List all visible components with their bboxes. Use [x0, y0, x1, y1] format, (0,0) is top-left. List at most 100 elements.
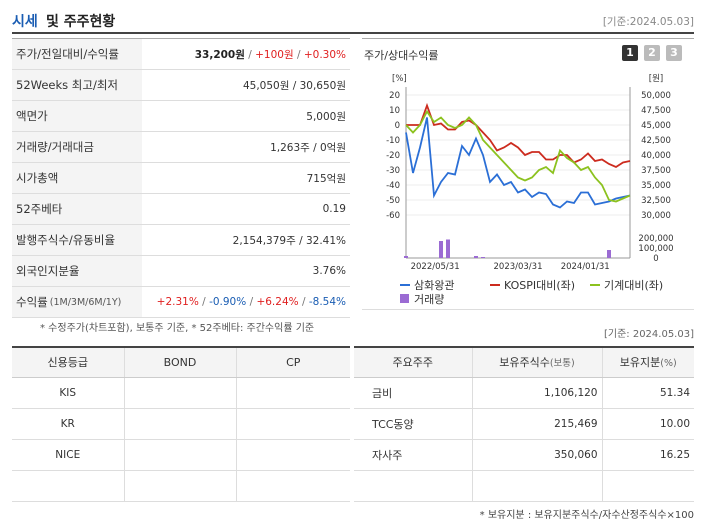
legend-label: 기계대비(좌) [604, 279, 663, 292]
major-holders-table: 주요주주 보유주식수(보통) 보유지분(%) 금비 1,106,120 51.34 … [354, 346, 694, 502]
volume-bar [446, 239, 450, 258]
legend-label: KOSPI대비(좌) [504, 279, 575, 292]
table-row: KIS [12, 377, 350, 409]
stat-value: 1,263주 / 0억원 [270, 141, 346, 154]
col-header: BOND [124, 346, 237, 378]
col-header: 보유주식수(보통) [472, 346, 603, 378]
left-tick-label: -30 [386, 166, 400, 176]
x-tick-label: 2022/05/31 [411, 262, 460, 272]
left-tick-label: -40 [386, 181, 400, 191]
chart-tab-2[interactable]: 2 [644, 45, 660, 61]
chart-tab-1[interactable]: 1 [622, 45, 638, 61]
stat-label: 시가총액 [12, 163, 142, 193]
stat-value: 3.76% [312, 265, 346, 277]
series-line-0 [405, 117, 631, 209]
footnote-stats: * 수정주가(차트포함), 보통주 기준, * 52주베타: 주간수익률 기준 [40, 323, 315, 334]
stat-value: 45,050원 / 30,650원 [242, 79, 346, 92]
col-header: 보유지분(%) [602, 346, 694, 378]
volume-bar [481, 257, 485, 258]
stat-value: 2,154,379주 / 32.41% [232, 234, 346, 247]
stat-value: 0.19 [322, 203, 346, 215]
volume-bar [474, 256, 478, 258]
legend-label: 삼화왕관 [414, 279, 454, 292]
volume-tick-label: 100,000 [638, 244, 673, 254]
col-header: 신용등급 [12, 346, 125, 378]
stat-label: 외국인지분율 [12, 256, 142, 286]
table-row: 자사주 350,060 16.25 [354, 439, 694, 471]
stat-row-beta: 52주베타 0.19 [12, 194, 350, 225]
stat-label: 주가/전일대비/수익률 [12, 39, 142, 69]
x-tick-label: 2023/03/31 [494, 262, 543, 272]
stat-label: 52주베타 [12, 194, 142, 224]
left-tick-label: 20 [389, 91, 400, 101]
stat-value: 33,200원 / +100원 / +0.30% [194, 48, 346, 61]
price-change: +100원 [255, 48, 294, 61]
legend-label: 거래량 [414, 293, 444, 306]
left-unit: [%] [392, 74, 407, 84]
footnote-holders: * 보유지분 : 보유지분주식수/자수산정주식수×100 [479, 510, 694, 521]
chart-tab-3[interactable]: 3 [666, 45, 682, 61]
stat-row-shares: 발행주식수/유동비율 2,154,379주 / 32.41% [12, 225, 350, 256]
left-tick-label: -50 [386, 196, 400, 206]
section-title-main: 시세 [12, 14, 38, 30]
return-1y: -8.54% [308, 296, 346, 308]
stat-row-volume: 거래량/거래대금 1,263주 / 0억원 [12, 132, 350, 163]
stat-label: 52Weeks 최고/최저 [12, 70, 142, 100]
chart-panel: 주가/상대수익률 1 2 3 20 10 0 -10 -20 -30 -40 -50 -60 50… [362, 38, 694, 310]
stat-value: 715억원 [306, 172, 346, 185]
right-tick-label: 50,000 [641, 91, 671, 101]
volume-bar [439, 241, 443, 258]
base-date: [기준:2024.05.03] [602, 16, 694, 28]
section-header: 시세 및 주주현황 [기준:2024.05.03] [12, 8, 694, 34]
table-row: KR [12, 408, 350, 440]
left-tick-label: -10 [386, 136, 400, 146]
credit-rating-table: 신용등급 BOND CP KIS KR NICE [12, 346, 350, 502]
chart-title: 주가/상대수익률 [364, 49, 439, 62]
left-tick-label: -60 [386, 211, 400, 221]
series-line-2 [405, 109, 631, 203]
stat-row-price: 주가/전일대비/수익률 33,200원 / +100원 / +0.30% [12, 39, 350, 70]
stat-label: 거래량/거래대금 [12, 132, 142, 162]
stat-row-returns: 수익률 (1M/3M/6M/1Y) +2.31% / -0.90% / +6.24… [12, 287, 350, 318]
stat-label: 수익률 (1M/3M/6M/1Y) [12, 287, 142, 317]
right-unit: [원] [649, 74, 663, 84]
left-tick-label: 10 [389, 106, 400, 116]
stat-value: +2.31% / -0.90% / +6.24% / -8.54% [156, 296, 346, 308]
x-tick-label: 2024/01/31 [561, 262, 610, 272]
stat-row-market-cap: 시가총액 715억원 [12, 163, 350, 194]
price-stats-table: 주가/전일대비/수익률 33,200원 / +100원 / +0.30% 52W… [12, 38, 350, 318]
stat-row-52weeks: 52Weeks 최고/최저 45,050원 / 30,650원 [12, 70, 350, 101]
section-title-rest: 및 주주현황 [46, 14, 116, 30]
legend-swatch [400, 294, 409, 303]
volume-bar [607, 250, 611, 258]
table-row: TCC동양 215,469 10.00 [354, 408, 694, 440]
table-row: NICE [12, 439, 350, 471]
right-tick-label: 47,500 [641, 106, 671, 116]
left-tick-label: 0 [395, 121, 400, 131]
stat-label: 발행주식수/유동비율 [12, 225, 142, 255]
right-tick-label: 45,000 [641, 121, 671, 131]
relative-return-chart: 20 10 0 -10 -20 -30 -40 -50 -60 50,000 47,500 45,00… [386, 74, 673, 306]
stat-row-par-value: 액면가 5,000원 [12, 101, 350, 132]
price-value: 33,200원 [194, 48, 245, 61]
volume-bar [404, 256, 408, 258]
table-row: 금비 1,106,120 51.34 [354, 377, 694, 409]
right-tick-label: 30,000 [641, 211, 671, 221]
volume-tick-label: 200,000 [638, 234, 673, 244]
right-tick-label: 37,500 [641, 166, 671, 176]
table-row [354, 470, 694, 502]
series-line-1 [406, 102, 631, 169]
holders-base-date: [기준: 2024.05.03] [603, 329, 694, 340]
stat-label: 액면가 [12, 101, 142, 131]
left-tick-label: -20 [386, 151, 400, 161]
right-tick-label: 42,500 [641, 136, 671, 146]
col-header: CP [236, 346, 350, 378]
table-row [12, 470, 350, 502]
right-tick-label: 40,000 [641, 151, 671, 161]
stat-row-foreign: 외국인지분율 3.76% [12, 256, 350, 287]
return-1m: +2.31% [156, 296, 199, 308]
stat-value: 5,000원 [306, 110, 346, 123]
right-tick-label: 32,500 [641, 196, 671, 206]
price-rate: +0.30% [303, 48, 346, 61]
volume-tick-label: 0 [653, 254, 658, 264]
